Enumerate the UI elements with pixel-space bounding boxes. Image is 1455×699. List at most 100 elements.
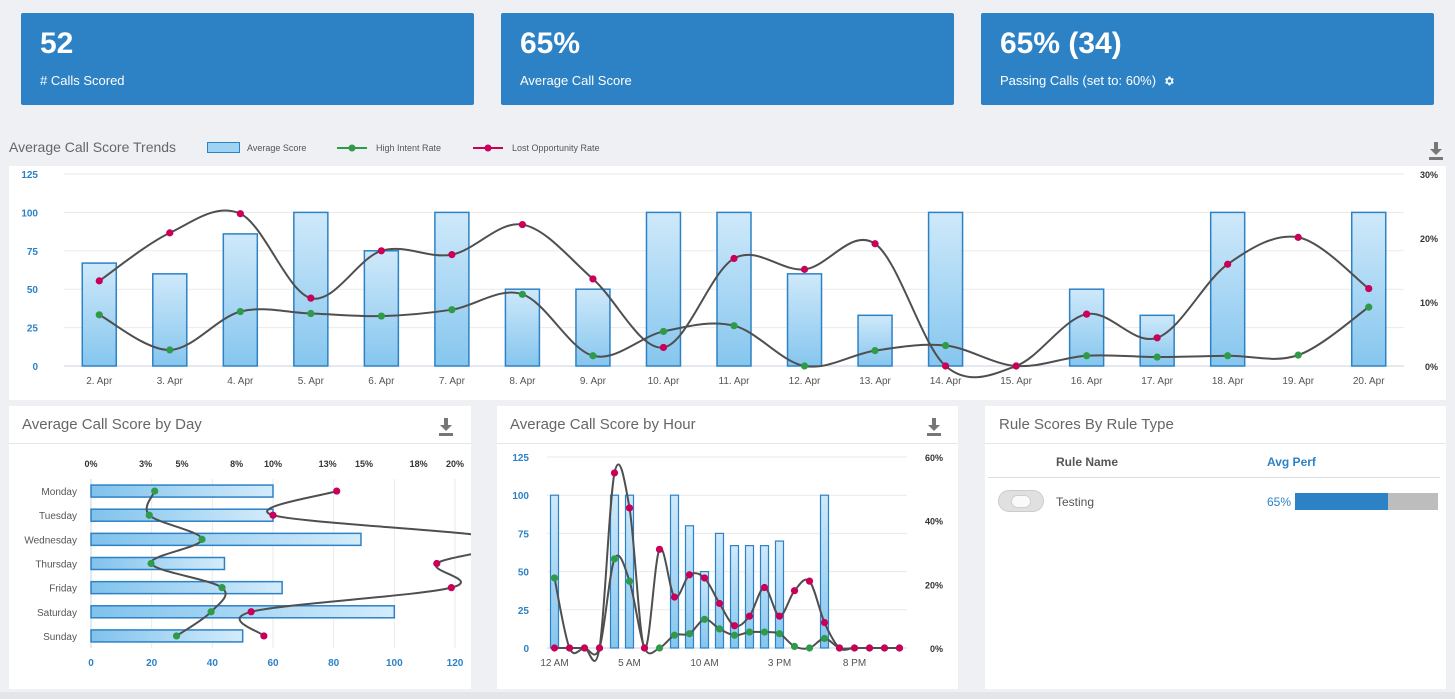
x2-tick-label: 5% — [175, 459, 188, 469]
high-intent-point — [448, 306, 456, 314]
gear-icon[interactable] — [1163, 75, 1175, 87]
x-tick-label: 100 — [386, 658, 403, 669]
kpi-label-row: Passing Calls (set to: 60%) — [1000, 73, 1415, 88]
bar — [645, 211, 682, 367]
x2-tick-label: 18% — [410, 459, 428, 469]
y2-tick-label: 0% — [1425, 362, 1438, 372]
high-intent-point — [145, 511, 153, 519]
high-intent-point — [236, 308, 244, 316]
x-tick-label: 80 — [328, 658, 340, 669]
lost-opportunity-point — [1083, 310, 1091, 318]
bar — [774, 540, 785, 649]
lost-opportunity-point — [610, 469, 619, 477]
legend-lost-opportunity-rate[interactable]: Lost Opportunity Rate — [512, 143, 600, 153]
x2-tick-label: 20% — [446, 459, 464, 469]
high-intent-point — [775, 630, 784, 638]
lost-opportunity-point — [941, 362, 950, 370]
bar — [729, 545, 740, 649]
x-tick-label: 3 PM — [768, 658, 791, 669]
table-row: Testing 65% — [988, 448, 1440, 528]
download-icon[interactable] — [1428, 142, 1444, 160]
bottom-strip — [0, 692, 1455, 699]
lost-opportunity-point — [895, 644, 904, 652]
lost-opportunity-point — [580, 644, 589, 652]
y-tick-label: Wednesday — [24, 535, 77, 546]
high-intent-point — [730, 322, 738, 330]
high-intent-point — [1083, 352, 1091, 360]
x-tick-label: 8. Apr — [509, 376, 536, 387]
high-intent-point — [1153, 353, 1161, 361]
lost-opportunity-point — [835, 644, 844, 652]
bar — [90, 484, 274, 498]
rule-table: Rule Name Avg Perf Testing 65% — [988, 448, 1440, 528]
high-intent-point — [1294, 351, 1302, 359]
y-tick-label: Monday — [41, 487, 77, 498]
rule-scores-panel: Rule Scores By Rule Type Rule Name Avg P… — [985, 406, 1446, 689]
kpi-label: Passing Calls (set to: 60%) — [1000, 73, 1157, 88]
x-tick-label: 40 — [207, 658, 219, 669]
bar — [1350, 211, 1387, 367]
x-tick-label: 8 PM — [843, 658, 866, 669]
download-icon[interactable] — [926, 418, 942, 436]
lost-opportunity-point — [880, 644, 889, 652]
kpi-label: Average Call Score — [520, 73, 632, 88]
x-tick-label: 5 AM — [618, 658, 641, 669]
high-intent-point — [518, 290, 527, 298]
x-tick-label: 6. Apr — [368, 376, 395, 387]
table-header-divider — [988, 477, 1440, 478]
rule-name: Testing — [1056, 495, 1095, 509]
toggle-knob — [1011, 495, 1031, 508]
bar — [714, 532, 725, 649]
bar — [90, 629, 244, 643]
by-hour-title: Average Call Score by Hour — [510, 416, 696, 433]
x2-tick-label: 8% — [230, 459, 243, 469]
lost-opportunity-point — [1224, 260, 1232, 268]
x-tick-label: 12. Apr — [789, 376, 821, 387]
bar — [90, 532, 362, 547]
lost-opportunity-point — [307, 294, 315, 302]
lost-opportunity-point — [518, 220, 527, 229]
rule-toggle[interactable] — [998, 490, 1044, 512]
high-intent-point — [550, 574, 559, 582]
bar — [90, 508, 274, 522]
lost-opportunity-point — [433, 559, 441, 568]
y-tick-label: Saturday — [37, 608, 77, 619]
download-icon[interactable] — [438, 418, 454, 436]
x-tick-label: 4. Apr — [227, 376, 254, 387]
legend-average-score[interactable]: Average Score — [247, 143, 307, 153]
high-intent-point — [172, 632, 181, 640]
trends-title: Average Call Score Trends — [9, 139, 177, 155]
x-tick-label: 11. Apr — [719, 376, 751, 387]
lost-opportunity-point — [1012, 362, 1020, 370]
high-intent-point — [1365, 303, 1373, 311]
x-tick-label: 120 — [447, 658, 464, 669]
bar — [669, 494, 680, 649]
y-tick-label: 125 — [512, 453, 529, 464]
lost-opportunity-point — [685, 571, 694, 579]
lost-opportunity-point — [790, 587, 799, 595]
legend-high-intent-rate[interactable]: High Intent Rate — [376, 143, 442, 153]
x-tick-label: 18. Apr — [1212, 376, 1244, 387]
bar — [857, 314, 893, 367]
bar — [90, 605, 396, 619]
bar — [684, 525, 695, 649]
high-intent-point — [730, 631, 739, 639]
col-avg-perf[interactable]: Avg Perf — [1267, 455, 1316, 469]
lost-opportunity-point — [166, 229, 174, 237]
x-tick-label: 0 — [88, 658, 94, 669]
lost-opportunity-point — [333, 487, 341, 495]
y-tick-label: 100 — [512, 491, 529, 502]
lost-opportunity-point — [1153, 334, 1161, 342]
lost-opportunity-point — [448, 251, 456, 259]
lost-opportunity-point — [447, 584, 455, 592]
lost-opportunity-point — [565, 644, 574, 652]
y-tick-label: 100 — [21, 208, 38, 219]
trends-legend: Average Score High Intent Rate Lost Oppo… — [207, 141, 627, 155]
x-tick-label: 10 AM — [690, 658, 718, 669]
col-rule-name[interactable]: Rule Name — [1056, 455, 1119, 469]
y-tick-label: Friday — [49, 584, 77, 595]
lost-opportunity-point — [760, 583, 769, 592]
lost-opportunity-point — [670, 593, 679, 601]
bar — [293, 211, 329, 367]
y-tick-label: 0 — [32, 362, 38, 373]
